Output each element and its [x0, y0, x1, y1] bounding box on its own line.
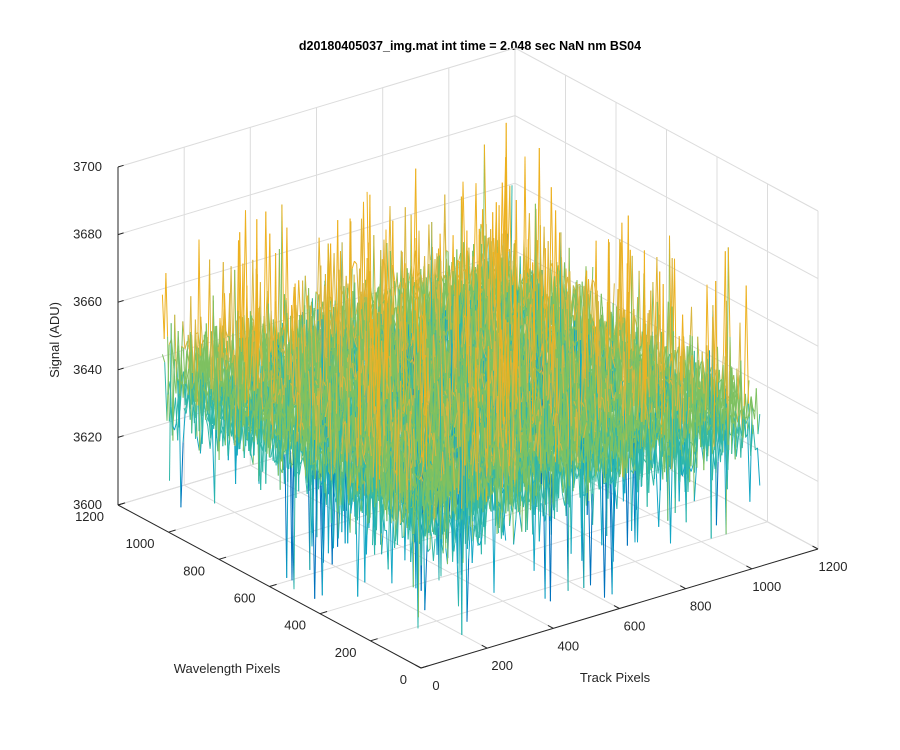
surface-segment	[200, 316, 204, 354]
surface-segment	[224, 293, 228, 356]
surface-segment	[329, 309, 332, 312]
surface-segment	[184, 341, 188, 350]
grid-line	[117, 115, 516, 236]
surface-mesh	[161, 122, 761, 635]
surface-segment	[185, 334, 189, 384]
surface-segment	[354, 260, 358, 265]
surface-segment	[340, 251, 344, 361]
surface-segment	[182, 409, 186, 443]
surface-segment	[248, 432, 252, 454]
surface-segment	[351, 261, 355, 269]
surface-segment	[235, 240, 239, 408]
surface-segment	[180, 442, 184, 508]
surface-segment	[298, 280, 302, 325]
surface-segment	[462, 181, 466, 280]
grid-line	[117, 182, 516, 303]
surface-segment	[394, 280, 398, 320]
surface-segment	[298, 459, 303, 475]
surface-segment	[550, 187, 554, 303]
grid-line	[514, 47, 819, 212]
surface-segment	[164, 362, 168, 421]
surface-segment	[161, 354, 166, 363]
grid-line	[117, 47, 516, 168]
chart-title: d20180405037_img.mat int time = 2.048 se…	[299, 39, 641, 53]
grid-line	[514, 115, 819, 280]
grid-line	[370, 521, 768, 642]
surface-segment	[207, 426, 211, 449]
surface-segment	[211, 424, 216, 504]
surface-segment	[182, 321, 186, 350]
surface-segment	[413, 168, 417, 297]
grid-line	[514, 182, 819, 347]
surface-segment	[387, 206, 391, 309]
surface-segment	[197, 332, 201, 358]
grid-line	[319, 494, 718, 615]
surface-segment	[221, 293, 225, 361]
